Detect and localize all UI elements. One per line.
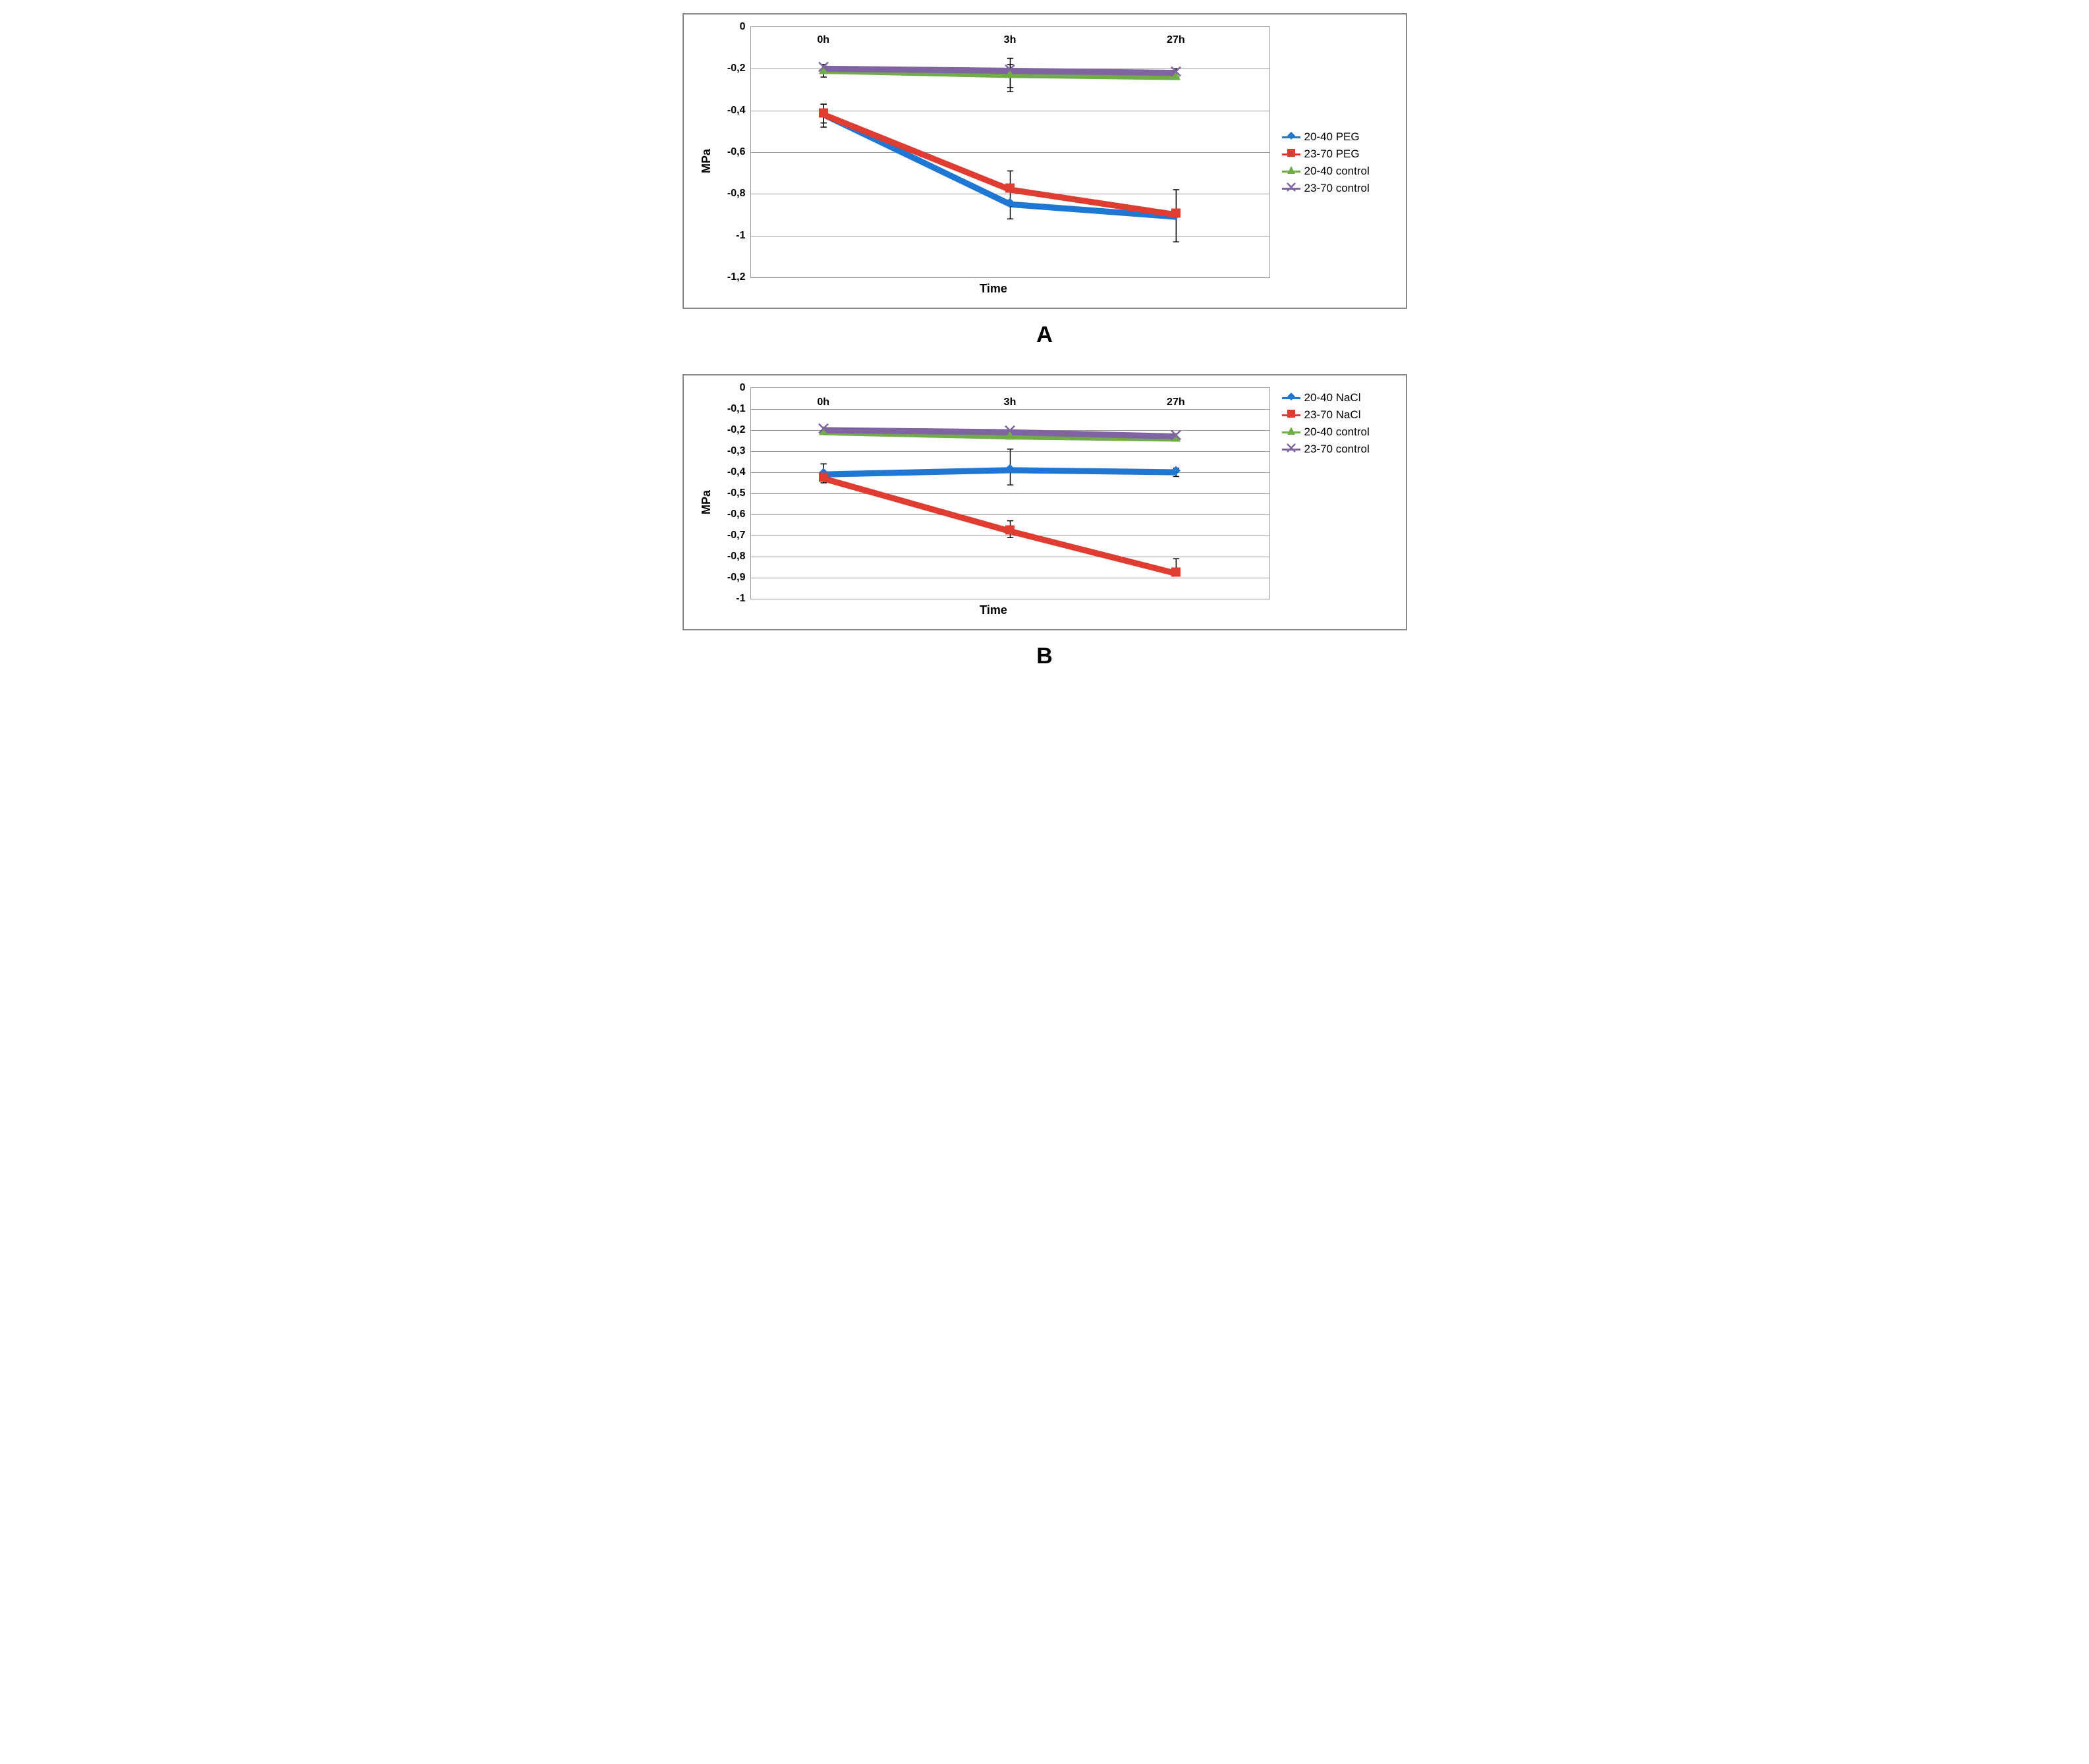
y-tick: -0,2 [727, 424, 751, 436]
legend-label: 23-70 NaCl [1304, 408, 1361, 422]
series-line [823, 69, 1176, 72]
legend: 20-40 NaCl 23-70 NaCl 20-40 control 23-70 c… [1270, 387, 1394, 617]
y-tick: -0,4 [727, 466, 751, 478]
y-tick: -0,7 [727, 530, 751, 541]
y-tick: -1 [736, 593, 750, 605]
legend-label: 20-40 control [1304, 426, 1370, 439]
series-line [823, 470, 1176, 474]
legend-label: 23-70 control [1304, 182, 1370, 195]
y-tick: -0,1 [727, 403, 751, 415]
plot-area: 0-0,2-0,4-0,6-0,8-1-1,20h3h27h [750, 26, 1270, 278]
legend-item: 23-70 PEG [1282, 148, 1394, 161]
legend-item: 20-40 control [1282, 426, 1394, 439]
y-tick: -0,5 [727, 487, 751, 499]
panel-label: A [682, 322, 1407, 348]
legend-item: 23-70 control [1282, 443, 1394, 456]
y-tick: -0,9 [727, 572, 751, 584]
y-tick: -0,2 [727, 63, 751, 74]
series-line [823, 115, 1176, 217]
x-axis-label: Time [717, 603, 1270, 617]
y-tick: -0,8 [727, 188, 751, 200]
x-axis-label: Time [717, 282, 1270, 296]
y-tick: -0,8 [727, 551, 751, 563]
figure: MPa 0-0,2-0,4-0,6-0,8-1-1,20h3h27h [682, 13, 1407, 669]
legend-item: 20-40 control [1282, 165, 1394, 178]
legend-label: 20-40 PEG [1304, 130, 1360, 144]
legend-label: 20-40 NaCl [1304, 391, 1361, 404]
chart-panel: MPa 0-0,2-0,4-0,6-0,8-1-1,20h3h27h [682, 13, 1407, 309]
series-line [823, 479, 1176, 574]
y-tick: 0 [740, 21, 751, 33]
plot-area: 0-0,1-0,2-0,3-0,4-0,5-0,6-0,7-0,8-0,9-10… [750, 387, 1270, 599]
legend-item: 20-40 PEG [1282, 130, 1394, 144]
legend-label: 20-40 control [1304, 165, 1370, 178]
y-tick: -0,6 [727, 509, 751, 520]
legend-label: 23-70 control [1304, 443, 1370, 456]
y-tick: -1,2 [727, 271, 751, 283]
y-tick: -0,6 [727, 146, 751, 158]
legend-item: 20-40 NaCl [1282, 391, 1394, 404]
y-tick: -1 [736, 230, 750, 242]
y-axis-label: MPa [696, 387, 717, 617]
legend: 20-40 PEG 23-70 PEG 20-40 control 23-70 con… [1270, 26, 1394, 296]
legend-label: 23-70 PEG [1304, 148, 1360, 161]
panel-label: B [682, 644, 1407, 669]
y-tick: -0,4 [727, 105, 751, 117]
legend-item: 23-70 NaCl [1282, 408, 1394, 422]
y-tick: -0,3 [727, 445, 751, 457]
y-axis-label: MPa [696, 26, 717, 296]
y-tick: 0 [740, 382, 751, 394]
chart-panel: MPa0-0,1-0,2-0,3-0,4-0,5-0,6-0,7-0,8-0,9… [682, 374, 1407, 630]
legend-item: 23-70 control [1282, 182, 1394, 195]
